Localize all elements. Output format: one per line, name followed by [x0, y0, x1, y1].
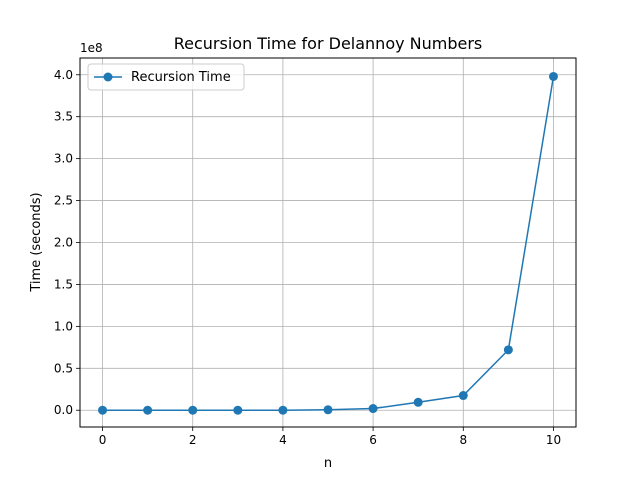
axis-ticks: 0 2 4 6 8 10 0.0 0.5 1.0 1.5 2.0 2.5 3.0 3.5 4.0	[54, 68, 561, 447]
y-tick-label: 1.5	[54, 277, 73, 291]
data-point	[278, 405, 288, 415]
x-tick-label: 6	[369, 433, 377, 447]
x-axis-label: n	[324, 456, 332, 471]
data-point	[413, 397, 423, 407]
data-point	[458, 391, 468, 401]
data-point	[368, 404, 378, 414]
legend: Recursion Time	[87, 63, 245, 91]
series-recursion-time	[98, 71, 558, 415]
data-point	[98, 405, 108, 415]
y-tick-label: 4.0	[54, 68, 73, 82]
chart-title: Recursion Time for Delannoy Numbers	[174, 34, 483, 53]
y-tick-label: 2.5	[54, 194, 73, 208]
x-tick-label: 2	[189, 433, 197, 447]
data-point	[548, 71, 558, 81]
grid-lines	[80, 58, 576, 427]
y-offset-label: 1e8	[80, 41, 103, 55]
y-tick-label: 0.0	[54, 403, 73, 417]
y-axis-label: Time (seconds)	[29, 192, 44, 292]
x-tick-label: 0	[99, 433, 107, 447]
data-point	[188, 405, 198, 415]
data-point	[503, 345, 513, 355]
x-tick-label: 4	[279, 433, 287, 447]
y-tick-label: 1.0	[54, 319, 73, 333]
y-tick-label: 0.5	[54, 361, 73, 375]
x-tick-label: 8	[459, 433, 467, 447]
x-tick-label: 10	[546, 433, 561, 447]
legend-entry-recursion-time: Recursion Time	[131, 70, 231, 85]
plot-frame	[79, 57, 577, 428]
y-tick-label: 3.5	[54, 110, 73, 124]
data-point	[323, 405, 333, 415]
data-point	[233, 405, 243, 415]
data-point	[143, 405, 153, 415]
y-tick-label: 3.0	[54, 152, 73, 166]
legend-box	[87, 63, 245, 91]
legend-point-marker	[103, 72, 113, 82]
y-tick-label: 2.0	[54, 236, 73, 250]
